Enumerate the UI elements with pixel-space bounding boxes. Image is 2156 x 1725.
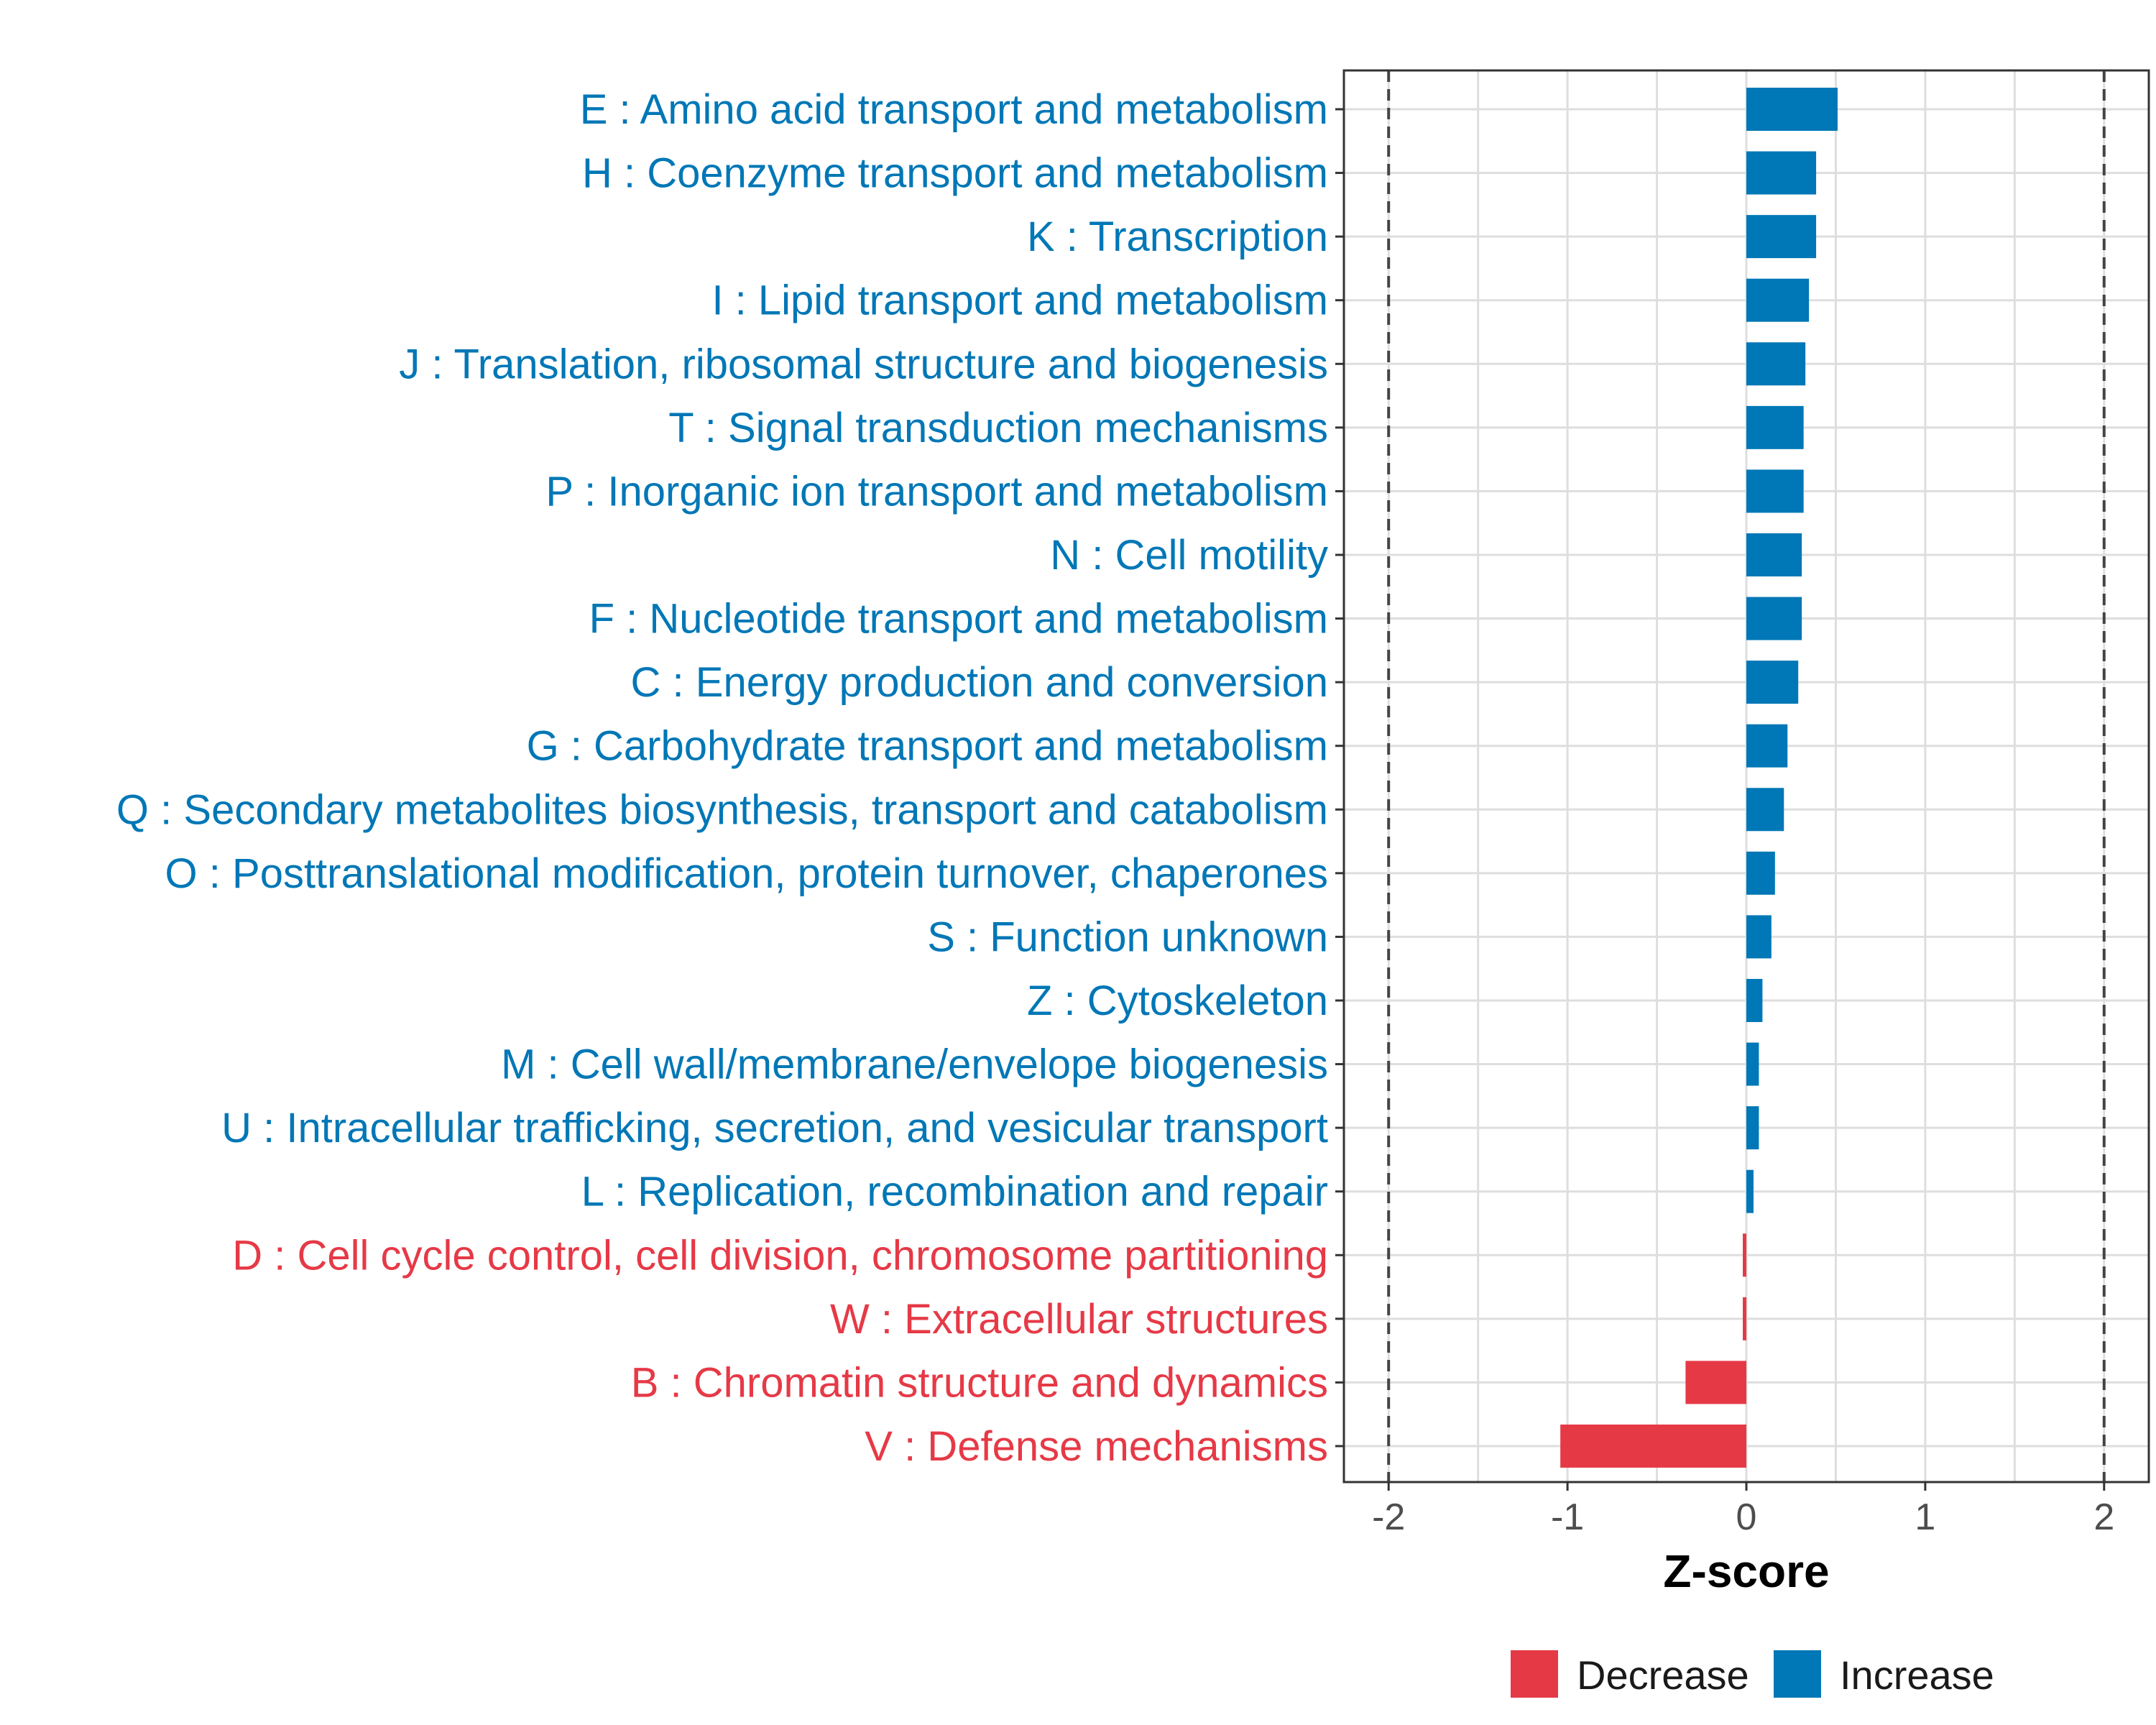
x-tick-label: -1: [1551, 1496, 1584, 1538]
x-tick-label: -2: [1372, 1496, 1405, 1538]
category-label: T : Signal transduction mechanisms: [668, 405, 1328, 451]
legend-swatch-increase: [1774, 1650, 1821, 1698]
bar: [1746, 978, 1763, 1022]
category-label: C : Energy production and conversion: [631, 659, 1328, 706]
category-label: K : Transcription: [1027, 213, 1328, 260]
x-tick-label: 0: [1736, 1496, 1757, 1538]
bar: [1743, 1233, 1746, 1277]
bar: [1746, 1169, 1754, 1213]
bar: [1746, 1106, 1759, 1150]
category-label: Z : Cytoskeleton: [1027, 978, 1328, 1024]
bar: [1746, 278, 1810, 322]
category-label: U : Intracellular trafficking, secretion…: [221, 1105, 1328, 1151]
reference-lines: [1387, 70, 2106, 1482]
bar: [1746, 469, 1804, 513]
bar: [1746, 915, 1772, 959]
bar: [1746, 788, 1784, 832]
bar: [1746, 342, 1806, 386]
category-label: D : Cell cycle control, cell division, c…: [232, 1232, 1328, 1279]
bar: [1685, 1361, 1746, 1404]
category-label: E : Amino acid transport and metabolism: [580, 86, 1328, 133]
bar: [1746, 533, 1802, 576]
bar: [1746, 88, 1838, 131]
bar: [1746, 1042, 1759, 1086]
bar: [1743, 1297, 1746, 1340]
category-label: W : Extracellular structures: [830, 1296, 1328, 1343]
bar: [1746, 661, 1799, 704]
x-tick-label: 2: [2093, 1496, 2114, 1538]
category-label: O : Posttranslational modification, prot…: [165, 850, 1328, 897]
bar: [1560, 1424, 1746, 1468]
legend-swatch-decrease: [1511, 1650, 1558, 1698]
category-label: B : Chromatin structure and dynamics: [631, 1359, 1328, 1406]
legend: Decrease Increase: [1511, 1650, 1994, 1698]
category-label: N : Cell motility: [1050, 532, 1328, 579]
legend-label-decrease: Decrease: [1577, 1652, 1749, 1698]
bar: [1746, 151, 1817, 195]
legend-label-increase: Increase: [1840, 1652, 1994, 1698]
x-axis: -2 -1 0 1 2: [1372, 1482, 2114, 1538]
bars: [1560, 88, 1838, 1468]
category-label: I : Lipid transport and metabolism: [711, 277, 1328, 324]
category-label: Q : Secondary metabolites biosynthesis, …: [116, 786, 1328, 833]
category-label: M : Cell wall/membrane/envelope biogenes…: [501, 1041, 1328, 1088]
bar: [1746, 597, 1802, 640]
bar: [1746, 851, 1775, 895]
bar: [1746, 405, 1804, 449]
category-label: F : Nucleotide transport and metabolism: [589, 596, 1328, 643]
category-label: V : Defense mechanisms: [865, 1423, 1328, 1470]
bar: [1746, 215, 1817, 259]
bar: [1746, 724, 1788, 768]
category-label: P : Inorganic ion transport and metaboli…: [545, 468, 1328, 515]
category-label: G : Carbohydrate transport and metabolis…: [527, 723, 1328, 770]
category-label: L : Replication, recombination and repai…: [581, 1169, 1328, 1215]
category-label: S : Function unknown: [927, 914, 1328, 960]
category-label: H : Coenzyme transport and metabolism: [582, 150, 1328, 197]
x-tick-label: 1: [1915, 1496, 1935, 1538]
x-axis-title: Z-score: [1663, 1545, 1829, 1597]
category-label: J : Translation, ribosomal structure and…: [399, 341, 1328, 387]
category-labels: E : Amino acid transport and metabolism H…: [116, 86, 1344, 1470]
